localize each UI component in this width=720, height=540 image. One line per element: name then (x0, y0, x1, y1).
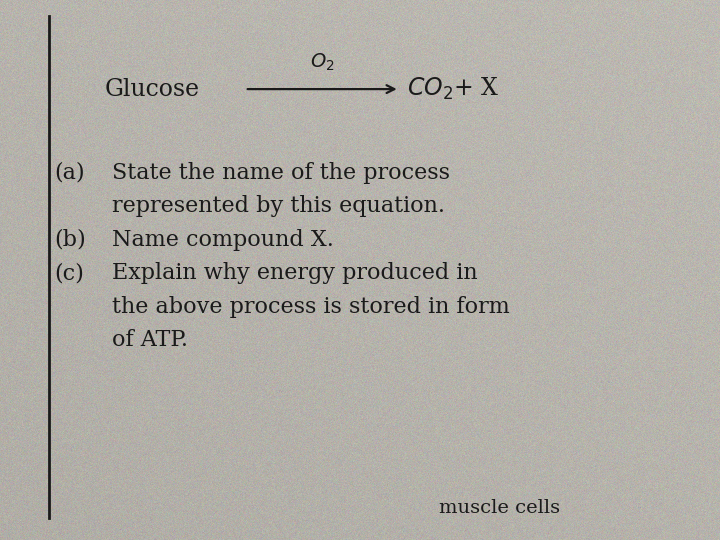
Text: Glucose: Glucose (104, 78, 199, 100)
Text: represented by this equation.: represented by this equation. (112, 195, 445, 218)
Text: $\it{O}_2$: $\it{O}_2$ (310, 51, 334, 73)
Text: (a): (a) (54, 162, 85, 184)
Text: the above process is stored in form: the above process is stored in form (112, 296, 509, 318)
Text: $CO_2$+ X: $CO_2$+ X (407, 76, 499, 102)
Text: Explain why energy produced in: Explain why energy produced in (112, 262, 477, 285)
Text: (b): (b) (54, 229, 86, 251)
Text: State the name of the process: State the name of the process (112, 162, 449, 184)
Text: muscle cells: muscle cells (439, 500, 560, 517)
Text: Name compound X.: Name compound X. (112, 229, 333, 251)
Text: (c): (c) (54, 262, 84, 285)
Text: of ATP.: of ATP. (112, 329, 188, 352)
